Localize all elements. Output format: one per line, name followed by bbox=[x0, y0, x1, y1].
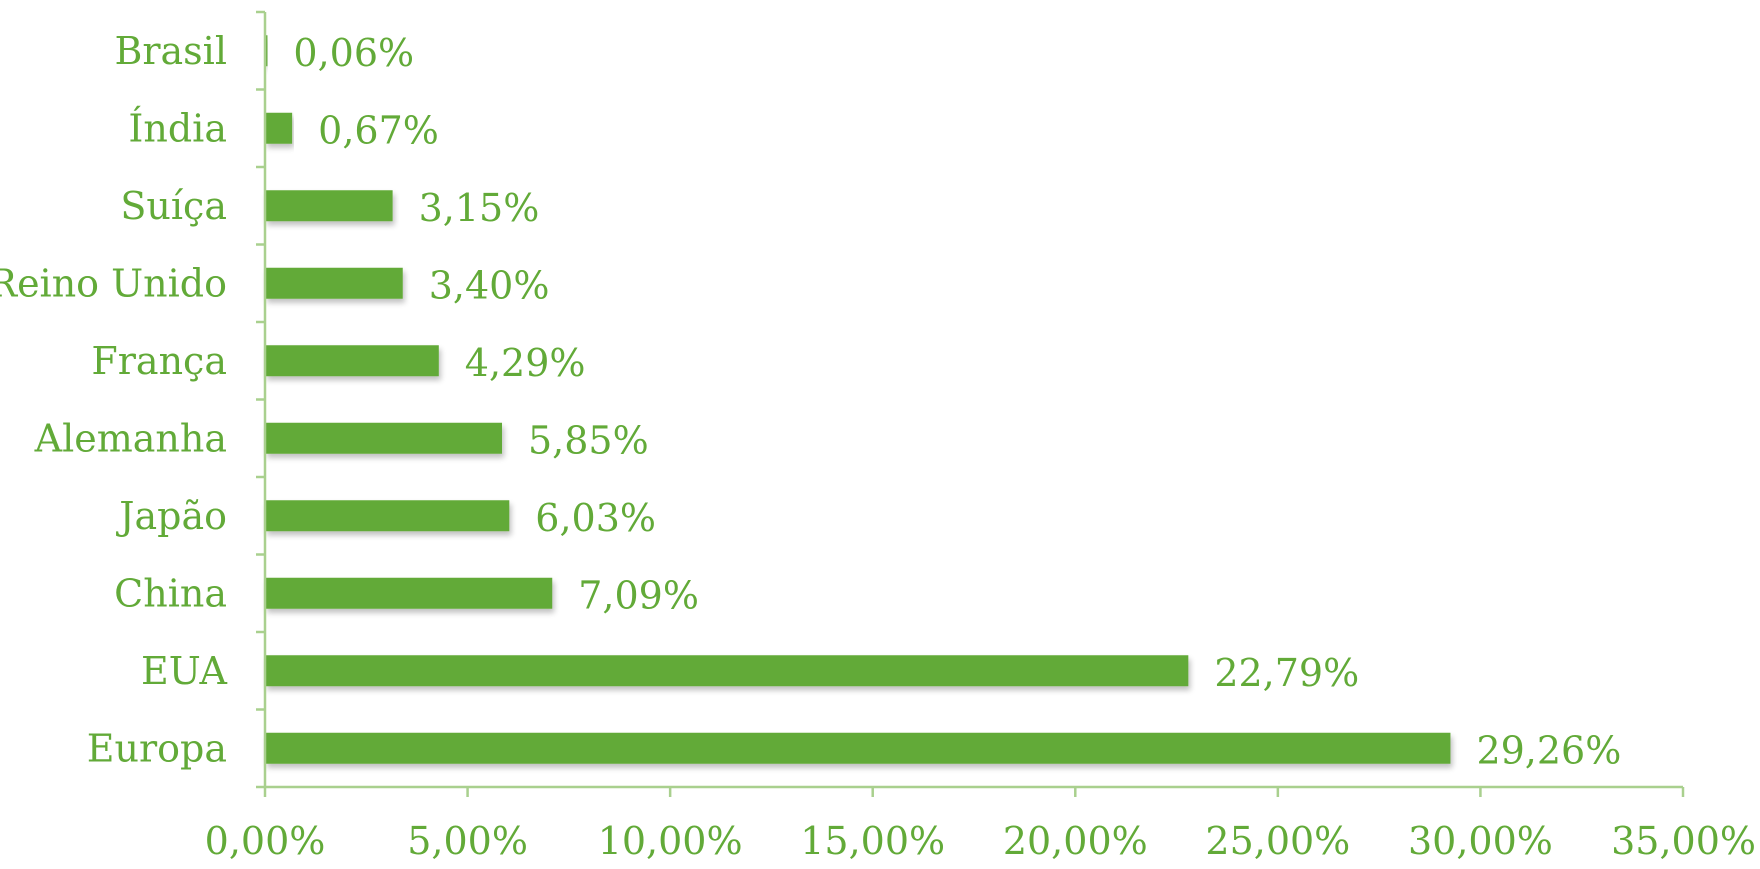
value-label: 7,09% bbox=[578, 573, 699, 617]
x-tick-label: 10,00% bbox=[598, 819, 743, 863]
x-tick-label: 20,00% bbox=[1003, 819, 1148, 863]
value-label: 0,06% bbox=[293, 31, 414, 75]
bar-8 bbox=[265, 655, 1189, 687]
value-label: 3,40% bbox=[429, 263, 550, 307]
value-label: 4,29% bbox=[465, 341, 586, 385]
category-label: Suíça bbox=[120, 184, 227, 228]
category-label: Brasil bbox=[114, 29, 227, 73]
bar-6 bbox=[265, 500, 510, 532]
bar-3 bbox=[265, 267, 403, 299]
category-label: China bbox=[114, 571, 227, 615]
value-label: 3,15% bbox=[419, 186, 540, 230]
category-label: EUA bbox=[141, 649, 228, 693]
value-label: 6,03% bbox=[535, 496, 656, 540]
x-tick-label: 5,00% bbox=[407, 819, 528, 863]
bar-1 bbox=[265, 112, 293, 144]
bar-2 bbox=[265, 190, 393, 222]
bar-7 bbox=[265, 577, 553, 609]
category-label: Europa bbox=[87, 726, 227, 770]
category-label: Japão bbox=[115, 494, 227, 538]
bars bbox=[265, 35, 1451, 764]
bar-4 bbox=[265, 345, 439, 377]
x-tick-label: 25,00% bbox=[1205, 819, 1350, 863]
value-label: 0,67% bbox=[318, 108, 439, 152]
value-label: 22,79% bbox=[1214, 651, 1359, 695]
bar-9 bbox=[265, 732, 1451, 764]
axes bbox=[256, 10, 1685, 797]
category-label: Índia bbox=[128, 106, 227, 150]
x-tick-label: 15,00% bbox=[800, 819, 945, 863]
x-tick-label: 30,00% bbox=[1408, 819, 1553, 863]
value-label: 5,85% bbox=[528, 418, 649, 462]
value-label: 29,26% bbox=[1476, 728, 1621, 772]
x-tick-label: 35,00% bbox=[1611, 819, 1756, 863]
bar-5 bbox=[265, 422, 503, 454]
category-label: Reino Unido bbox=[0, 261, 227, 305]
category-label: França bbox=[91, 339, 227, 383]
x-tick-label: 0,00% bbox=[205, 819, 326, 863]
category-label: Alemanha bbox=[34, 416, 227, 460]
labels: Brasil 0,06% Índia 0,67% Suíça 3,15% Reino Uni… bbox=[0, 29, 1756, 863]
